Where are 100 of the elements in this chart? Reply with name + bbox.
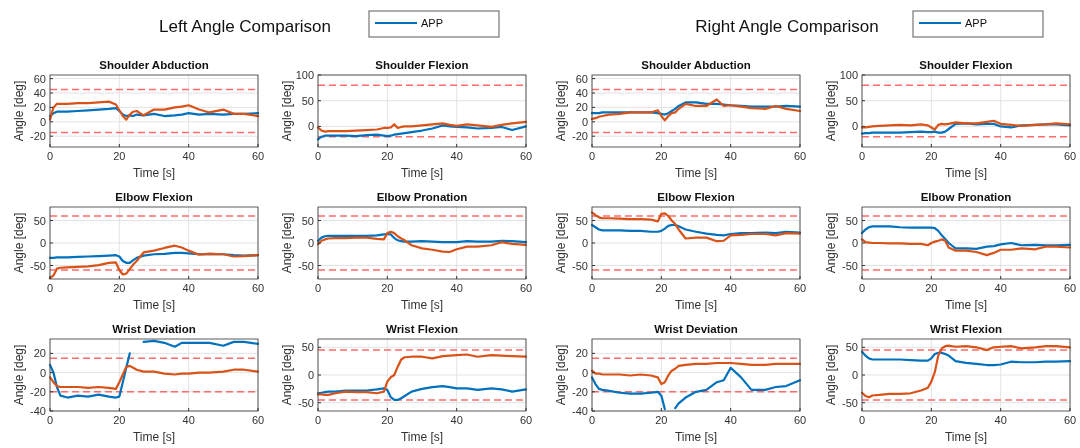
x-tick-label: 60 (1063, 150, 1077, 162)
line-series (316, 120, 528, 133)
y-axis-title: Angle [deg] (554, 344, 568, 406)
x-axis-title: Time [s] (944, 298, 988, 312)
y-tick-label: 20 (575, 347, 588, 360)
x-tick-label: 20 (655, 150, 668, 162)
chart-title: Shoulder Abduction (99, 59, 209, 71)
line-series (316, 384, 528, 402)
y-tick-label: 0 (307, 120, 314, 133)
line-series (48, 244, 260, 280)
y-tick-label: 50 (33, 214, 46, 227)
line-series (860, 238, 1072, 257)
y-tick-label: -50 (298, 396, 314, 409)
x-axis-title: Time [s] (400, 298, 444, 312)
x-tick-label: 60 (519, 414, 533, 426)
chart-title: Elbow Flexion (115, 191, 193, 203)
y-axis-title: Angle [deg] (280, 212, 294, 274)
text: Left Angle Comparison (159, 17, 331, 36)
y-axis-title: Angle [deg] (824, 80, 838, 142)
x-tick-label: 40 (994, 414, 1007, 426)
y-tick-label: 50 (845, 94, 858, 107)
y-tick-label: 50 (845, 341, 858, 354)
y-axis-title: Angle [deg] (824, 212, 838, 274)
x-axis-title: Time [s] (674, 430, 718, 444)
chart-title: Wrist Deviation (112, 323, 196, 335)
x-tick-label: 20 (925, 414, 938, 426)
y-tick-label: 0 (581, 237, 588, 249)
x-tick-label: 20 (655, 414, 668, 426)
y-axis-title: Angle [deg] (12, 344, 26, 406)
y-axis-title: Angle [deg] (554, 80, 568, 142)
line-series (590, 361, 802, 386)
chart-title: Wrist Flexion (386, 323, 458, 335)
x-tick-label: 40 (182, 150, 195, 162)
y-tick-label: 50 (301, 214, 314, 227)
y-tick-label: 0 (39, 366, 46, 379)
line-series (590, 223, 802, 237)
x-axis-title: Time [s] (132, 166, 176, 180)
x-tick-label: 60 (793, 414, 807, 426)
line-series (860, 225, 1072, 250)
line-series (48, 100, 260, 121)
x-tick-label: 40 (724, 150, 737, 162)
x-tick-label: 60 (1063, 414, 1077, 426)
x-tick-label: 40 (724, 282, 737, 294)
x-axis-title: Time [s] (944, 430, 988, 444)
chart-title: Shoulder Abduction (641, 59, 751, 71)
x-tick-label: 40 (450, 414, 463, 426)
y-tick-label: 40 (33, 87, 46, 99)
x-tick-label: 20 (381, 150, 394, 162)
x-axis-title: Time [s] (674, 166, 718, 180)
chart-title: Shoulder Flexion (919, 59, 1013, 71)
x-axis-title: Time [s] (132, 298, 176, 312)
x-tick-label: 40 (994, 150, 1007, 162)
y-tick-label: 60 (33, 72, 46, 85)
x-tick-label: 60 (793, 282, 807, 294)
x-tick-label: 60 (793, 150, 807, 162)
y-tick-label: 20 (33, 347, 46, 360)
x-tick-label: 40 (450, 150, 463, 162)
line-series (316, 124, 528, 141)
line-series (590, 101, 802, 116)
legend-label: APP (421, 17, 444, 29)
y-tick-label: 0 (581, 366, 588, 379)
y-axis-title: Angle [deg] (554, 212, 568, 274)
line-series (316, 232, 528, 244)
y-tick-label: -50 (298, 259, 314, 272)
chart-title: Elbow Pronation (376, 191, 468, 203)
y-axis-title: Angle [deg] (280, 344, 294, 406)
y-tick-label: -40 (572, 405, 588, 417)
chart-title: Wrist Flexion (930, 323, 1002, 335)
y-tick-label: 0 (851, 369, 858, 381)
y-tick-label: -40 (30, 405, 46, 417)
y-tick-label: 0 (39, 115, 46, 128)
x-tick-label: 20 (925, 282, 938, 294)
y-tick-label: -50 (842, 259, 858, 272)
y-tick-label: 40 (575, 87, 588, 99)
line-series (316, 353, 528, 397)
x-tick-label: 40 (994, 282, 1007, 294)
x-tick-label: 20 (925, 150, 938, 162)
x-tick-label: 20 (655, 282, 668, 294)
y-tick-label: -50 (572, 259, 588, 272)
chart-title: Shoulder Flexion (375, 59, 469, 71)
y-tick-label: -20 (572, 130, 588, 143)
x-tick-label: 60 (251, 282, 265, 294)
y-tick-label: 50 (575, 214, 588, 227)
y-tick-label: 0 (851, 120, 858, 133)
y-axis-title: Angle [deg] (12, 80, 26, 142)
line-series (316, 230, 528, 254)
y-tick-label: 0 (39, 237, 46, 249)
x-tick-label: 40 (450, 282, 463, 294)
x-tick-label: 20 (381, 282, 394, 294)
x-tick-label: 40 (182, 414, 195, 426)
y-tick-label: 50 (845, 214, 858, 227)
x-tick-label: 20 (113, 414, 126, 426)
x-axis-title: Time [s] (132, 430, 176, 444)
x-tick-label: 20 (113, 150, 126, 162)
y-axis-title: Angle [deg] (12, 212, 26, 274)
y-tick-label: 60 (575, 72, 588, 85)
line-series (590, 211, 802, 243)
legend-label: APP (965, 17, 988, 29)
x-tick-label: 60 (519, 150, 533, 162)
x-axis-title: Time [s] (400, 166, 444, 180)
